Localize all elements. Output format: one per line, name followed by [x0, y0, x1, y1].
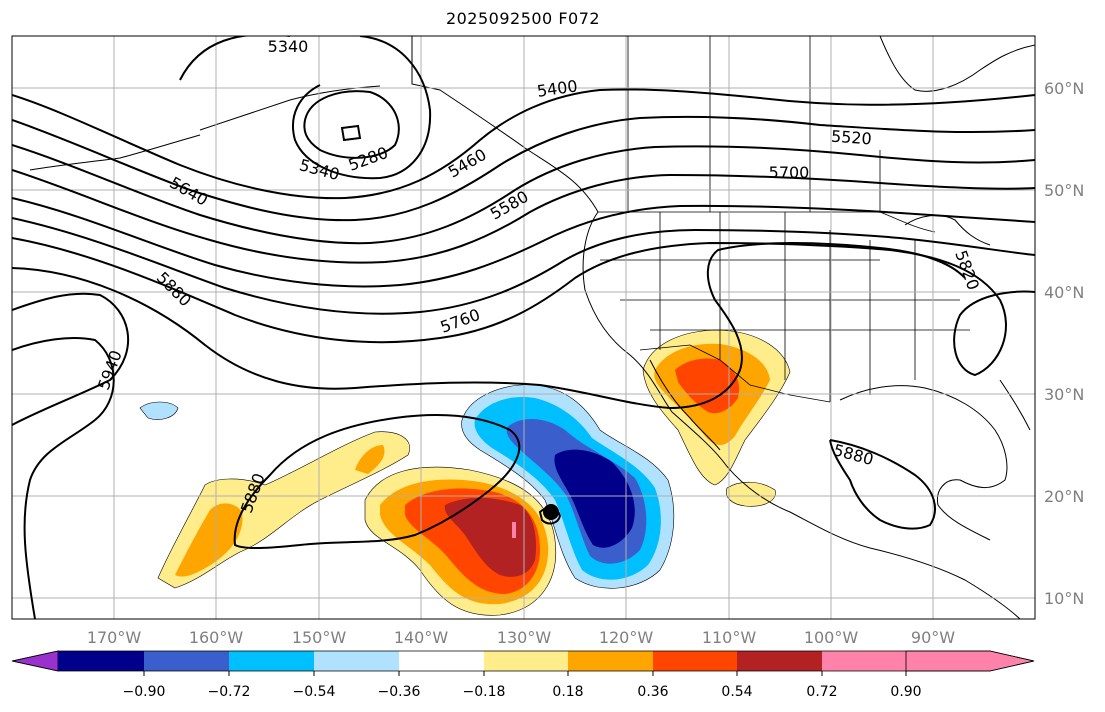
contour-label: 5520: [830, 127, 872, 149]
colorbar-tick-label: −0.54: [293, 684, 336, 700]
longitude-label: 140°W: [394, 628, 449, 647]
border-canada-provinces: [627, 36, 881, 212]
colorbar-tick-label: 0.72: [806, 684, 837, 700]
contour-5880-west: [12, 292, 129, 426]
coastline-hudson: [879, 36, 1035, 92]
colorbar-tick-label: 0.54: [721, 684, 752, 700]
longitude-label: 120°W: [599, 628, 654, 647]
contour-5520: [12, 144, 1035, 245]
colorbar-segment: [314, 651, 399, 671]
colorbar-segment: [484, 651, 568, 671]
contour-label: 5700: [769, 163, 810, 182]
coastline-north-america: [411, 36, 1021, 619]
border-us-mexico: [639, 344, 831, 403]
positive-anomaly-hawaii-3: [355, 445, 385, 474]
longitude-label: 160°W: [189, 628, 244, 647]
contour-5700: [12, 217, 1035, 315]
contour-5760: [12, 237, 1035, 377]
border-states: [600, 212, 970, 402]
longitude-label: 90°W: [911, 628, 955, 647]
negative-anomaly-small: [139, 401, 179, 420]
contour-5880-central: [233, 414, 521, 550]
positive-anomaly-central-5: [512, 522, 516, 538]
contour-low-center: [340, 124, 362, 142]
coastline-baja: [649, 359, 721, 451]
colorbar-ticks: [143, 671, 907, 676]
positive-anomaly-mexico-3: [675, 358, 740, 414]
colorbar-segment: [653, 651, 737, 671]
contour-5280: [303, 90, 400, 159]
contour-5340-low: [179, 36, 432, 180]
colorbar-segment: [144, 651, 229, 671]
colorbar-segment: [822, 651, 906, 671]
colorbar-segment: [399, 651, 484, 671]
positive-anomaly-central-4: [444, 497, 537, 577]
latitude-label: 60°N: [1044, 79, 1084, 98]
plot-frame: [11, 35, 1036, 620]
colorbar-outline: [11, 650, 1035, 672]
colorbar-tick-label: 0.36: [637, 684, 668, 700]
latitude-label: 40°N: [1044, 283, 1084, 302]
gridlines: [12, 36, 1035, 619]
colorbar-segment: [737, 651, 822, 671]
contour-label: 5340: [268, 37, 309, 56]
colorbar-tick-label: −0.18: [463, 684, 506, 700]
longitude-label: 110°W: [702, 628, 757, 647]
colorbar-tick-label: 0.90: [890, 684, 921, 700]
longitude-label: 170°W: [87, 628, 142, 647]
longitude-label: 150°W: [292, 628, 347, 647]
contour-5400: [12, 88, 1035, 200]
contour-5580: [12, 169, 1035, 264]
colorbar-segment: [568, 651, 653, 671]
colorbar-tick-label: −0.72: [208, 684, 251, 700]
positive-anomaly-hawaii-2: [175, 503, 243, 577]
contour-5880-gulf: [829, 439, 936, 530]
map-title: 2025092500 F072: [445, 9, 601, 28]
longitude-axis: 170°W 160°W 150°W 140°W 130°W 120°W 110°…: [87, 628, 955, 647]
coastline-gulf: [839, 385, 1008, 541]
colorbar-extend-right: [905, 650, 1035, 672]
border-layer: [598, 36, 970, 403]
colorbar-segment: [229, 651, 314, 671]
contour-dot: [543, 504, 559, 520]
colorbar: −0.90 −0.72 −0.54 −0.36 −0.18 0.18 0.36 …: [11, 650, 1035, 700]
contour-5820: [12, 242, 966, 410]
height-contours: [12, 36, 1035, 619]
colorbar-tick-label: −0.36: [378, 684, 421, 700]
colorbar-tick-label: −0.90: [123, 684, 166, 700]
contour-5940: [12, 337, 115, 619]
coastline-aleutians: [29, 134, 201, 171]
coastline-great-lakes: [904, 214, 991, 246]
contour-5640: [12, 197, 1035, 288]
contour-5460: [12, 115, 1035, 222]
latitude-axis: 60°N 50°N 40°N 30°N 20°N 10°N: [1044, 79, 1084, 608]
latitude-label: 50°N: [1044, 181, 1084, 200]
border-us-canada: [598, 211, 936, 233]
latitude-label: 20°N: [1044, 487, 1084, 506]
colorbar-segment: [58, 651, 144, 671]
colorbar-tick-label: 0.18: [552, 684, 583, 700]
longitude-label: 100°W: [804, 628, 859, 647]
coastline-florida: [999, 379, 1031, 431]
negative-anomaly-4: [554, 449, 635, 548]
latitude-label: 10°N: [1044, 589, 1084, 608]
colorbar-extend-left: [11, 650, 59, 672]
latitude-label: 30°N: [1044, 385, 1084, 404]
longitude-label: 130°W: [497, 628, 552, 647]
